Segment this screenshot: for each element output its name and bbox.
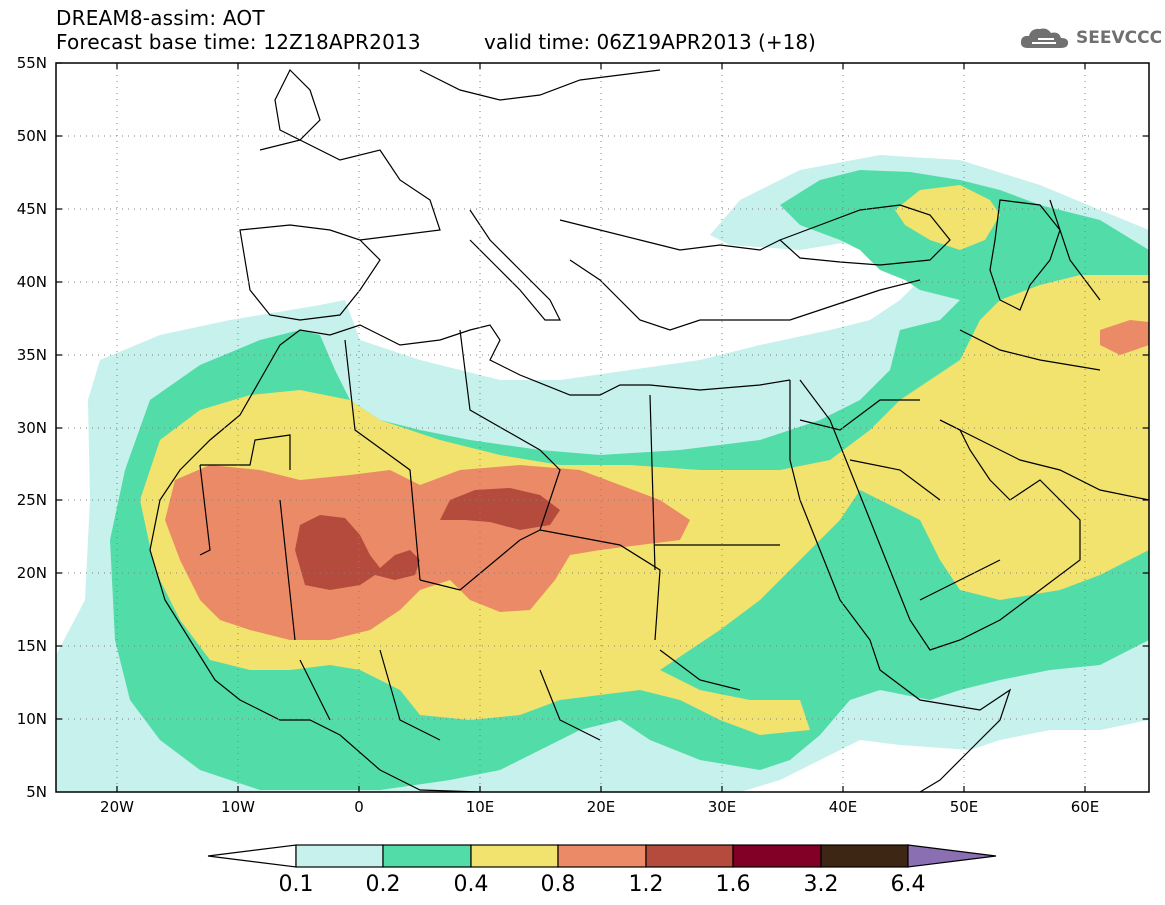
lon-label: 20W xyxy=(100,798,134,816)
colorbar-label: 0.4 xyxy=(454,872,489,897)
colorbar-box xyxy=(295,844,384,868)
map-title: DREAM8-assim: AOT xyxy=(56,6,265,30)
lat-label: 20N xyxy=(17,564,47,582)
colorbar-label: 0.1 xyxy=(279,872,314,897)
colorbar-label: 1.2 xyxy=(629,872,664,897)
aot-fields xyxy=(56,155,1149,792)
forecast-base-time: Forecast base time: 12Z18APR2013 xyxy=(56,30,421,54)
lat-label: 30N xyxy=(17,419,47,437)
valid-time: valid time: 06Z19APR2013 (+18) xyxy=(484,30,816,54)
lat-label: 40N xyxy=(17,273,47,291)
cloud-icon xyxy=(1020,28,1069,48)
aot-band-1-2 xyxy=(295,515,420,590)
lat-label: 15N xyxy=(17,637,47,655)
lon-label: 40E xyxy=(829,798,858,816)
lon-labels: 20W 10W 0 10E 20E 30E 40E 50E 60E xyxy=(100,798,1099,816)
lon-label: 10E xyxy=(466,798,495,816)
seevccc-logo: SEEVCCC xyxy=(1018,24,1162,52)
coastlines xyxy=(149,68,1149,792)
colorbar xyxy=(207,844,997,868)
aot-band-0-8 xyxy=(165,465,690,640)
colorbar-box xyxy=(557,844,647,868)
title-block: DREAM8-assim: AOT Forecast base time: 12… xyxy=(56,6,421,54)
lat-label: 10N xyxy=(17,710,47,728)
lat-label: 35N xyxy=(17,346,47,364)
aot-band-0-4 xyxy=(895,185,1000,250)
lat-label: 50N xyxy=(17,127,47,145)
lon-label: 60E xyxy=(1071,798,1100,816)
aot-band-0-8 xyxy=(1100,320,1149,355)
colorbar-label: 0.8 xyxy=(541,872,576,897)
lon-label: 20E xyxy=(587,798,616,816)
lon-label: 0 xyxy=(354,798,364,816)
lat-label: 55N xyxy=(17,54,47,72)
lat-label: 5N xyxy=(26,783,47,801)
colorbar-box xyxy=(732,844,822,868)
colorbar-box xyxy=(820,844,909,868)
colorbar-box xyxy=(645,844,734,868)
lat-label: 45N xyxy=(17,200,47,218)
lon-label: 30E xyxy=(708,798,737,816)
logo-text: SEEVCCC xyxy=(1076,28,1163,48)
colorbar-label: 0.2 xyxy=(366,872,401,897)
lat-labels: 55N 50N 45N 40N 35N 30N 25N 20N 15N 10N … xyxy=(17,54,47,801)
colorbar-box xyxy=(470,844,559,868)
lat-label: 25N xyxy=(17,491,47,509)
lat-lon-grid xyxy=(56,63,1149,792)
colorbar-box xyxy=(382,844,472,868)
lon-label: 10W xyxy=(221,798,255,816)
colorbar-low-arrow xyxy=(207,844,297,868)
colorbar-label: 6.4 xyxy=(891,872,926,897)
aot-band-1-2 xyxy=(440,488,560,530)
axis-ticks xyxy=(56,62,1149,792)
lon-label: 50E xyxy=(950,798,979,816)
colorbar-high-arrow xyxy=(907,844,997,868)
colorbar-label: 1.6 xyxy=(716,872,751,897)
colorbar-labels: 0.1 0.2 0.4 0.8 1.2 1.6 3.2 6.4 xyxy=(279,872,926,897)
colorbar-label: 3.2 xyxy=(804,872,839,897)
